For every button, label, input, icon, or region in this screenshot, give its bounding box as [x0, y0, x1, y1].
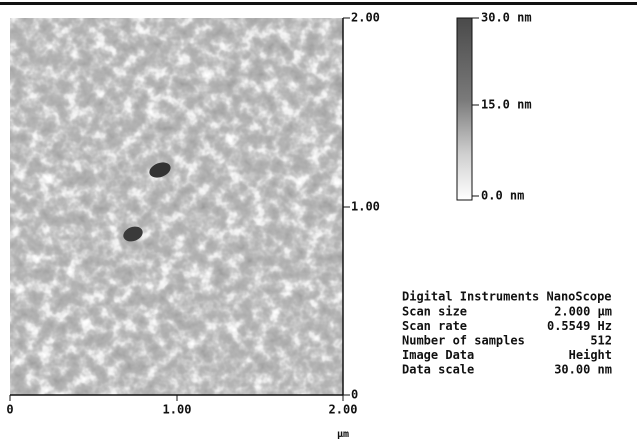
scale-label: 15.0 nm	[481, 98, 532, 112]
info-key: Data scale	[402, 363, 474, 377]
scale-label: 0.0 nm	[481, 189, 524, 203]
y-tick-label: 1.00	[351, 200, 380, 214]
info-value: 2.000 μm	[554, 305, 612, 319]
info-key: Number of samples	[402, 334, 525, 348]
labels: 2.00 1.00 0 0 1.00 2.00 μm 30.0 nm 15.0 nm 0.0 nm…	[6, 11, 612, 440]
x-tick-label: 1.00	[163, 403, 192, 417]
y-tick-label: 2.00	[351, 11, 380, 25]
info-value: 512	[590, 334, 612, 348]
info-title: Digital Instruments NanoScope	[402, 290, 612, 304]
x-tick-label: 0	[6, 403, 13, 417]
info-value: 0.5549 Hz	[547, 319, 612, 333]
x-tick-label: 2.00	[329, 403, 358, 417]
x-unit: μm	[337, 429, 349, 440]
pit	[149, 162, 171, 178]
color-bar	[456, 17, 473, 201]
afm-image	[10, 18, 343, 395]
top-rule	[0, 2, 637, 5]
info-key: Scan rate	[402, 319, 467, 333]
info-value: 30.00 nm	[554, 363, 612, 377]
pit	[123, 226, 143, 242]
info-key: Scan size	[402, 305, 467, 319]
info-value: Height	[569, 348, 612, 362]
scale-label: 30.0 nm	[481, 11, 532, 25]
y-tick-label: 0	[351, 388, 358, 402]
info-key: Image Data	[402, 348, 474, 362]
